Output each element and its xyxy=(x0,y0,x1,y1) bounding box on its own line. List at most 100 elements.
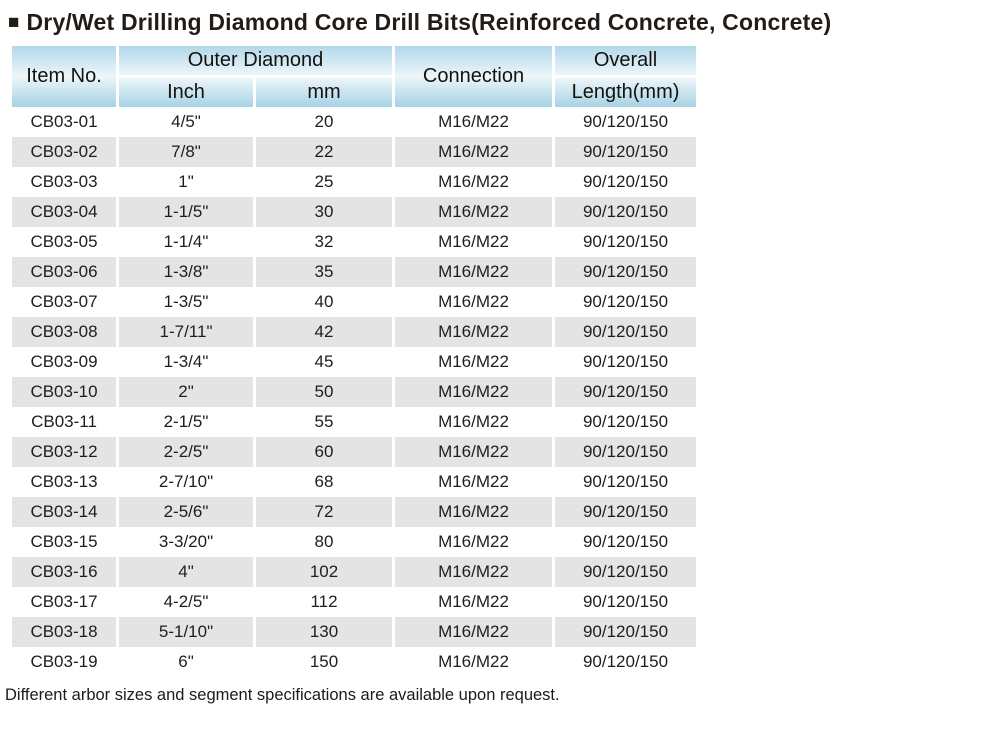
cell-item-no: CB03-04 xyxy=(12,197,119,227)
table-row: CB03-01 4/5" 20 M16/M22 90/120/150 xyxy=(12,107,696,137)
cell-overall-length: 90/120/150 xyxy=(555,617,696,647)
cell-inch: 3-3/20" xyxy=(119,527,256,557)
table-row: CB03-13 2-7/10" 68 M16/M22 90/120/150 xyxy=(12,467,696,497)
table-row: CB03-18 5-1/10" 130 M16/M22 90/120/150 xyxy=(12,617,696,647)
cell-inch: 2-7/10" xyxy=(119,467,256,497)
cell-mm: 72 xyxy=(256,497,395,527)
column-header-overall: Overall xyxy=(555,46,696,75)
footer-note: Different arbor sizes and segment specif… xyxy=(5,686,560,704)
cell-overall-length: 90/120/150 xyxy=(555,347,696,377)
cell-inch: 2-1/5" xyxy=(119,407,256,437)
cell-overall-length: 90/120/150 xyxy=(555,317,696,347)
cell-connection: M16/M22 xyxy=(395,527,555,557)
cell-inch: 1-1/5" xyxy=(119,197,256,227)
cell-connection: M16/M22 xyxy=(395,647,555,677)
column-header-inch: Inch xyxy=(119,75,256,107)
table-row: CB03-14 2-5/6" 72 M16/M22 90/120/150 xyxy=(12,497,696,527)
cell-overall-length: 90/120/150 xyxy=(555,587,696,617)
table-row: CB03-15 3-3/20" 80 M16/M22 90/120/150 xyxy=(12,527,696,557)
cell-item-no: CB03-17 xyxy=(12,587,119,617)
cell-mm: 55 xyxy=(256,407,395,437)
cell-connection: M16/M22 xyxy=(395,437,555,467)
cell-connection: M16/M22 xyxy=(395,347,555,377)
page-title: Dry/Wet Drilling Diamond Core Drill Bits… xyxy=(26,9,832,35)
cell-item-no: CB03-06 xyxy=(12,257,119,287)
cell-connection: M16/M22 xyxy=(395,587,555,617)
cell-mm: 20 xyxy=(256,107,395,137)
cell-mm: 102 xyxy=(256,557,395,587)
cell-item-no: CB03-08 xyxy=(12,317,119,347)
cell-connection: M16/M22 xyxy=(395,227,555,257)
cell-mm: 112 xyxy=(256,587,395,617)
cell-mm: 35 xyxy=(256,257,395,287)
cell-inch: 1-3/8" xyxy=(119,257,256,287)
cell-mm: 150 xyxy=(256,647,395,677)
cell-item-no: CB03-18 xyxy=(12,617,119,647)
cell-item-no: CB03-10 xyxy=(12,377,119,407)
cell-overall-length: 90/120/150 xyxy=(555,527,696,557)
table-row: CB03-08 1-7/11" 42 M16/M22 90/120/150 xyxy=(12,317,696,347)
cell-inch: 4/5" xyxy=(119,107,256,137)
cell-connection: M16/M22 xyxy=(395,167,555,197)
table-row: CB03-07 1-3/5" 40 M16/M22 90/120/150 xyxy=(12,287,696,317)
cell-inch: 5-1/10" xyxy=(119,617,256,647)
cell-overall-length: 90/120/150 xyxy=(555,257,696,287)
cell-mm: 50 xyxy=(256,377,395,407)
column-header-item-no: Item No. xyxy=(12,46,119,107)
spec-table-header: Item No. Outer Diamond Connection Overal… xyxy=(12,46,696,107)
spec-table: Item No. Outer Diamond Connection Overal… xyxy=(12,46,696,677)
cell-inch: 7/8" xyxy=(119,137,256,167)
spec-table-body: CB03-01 4/5" 20 M16/M22 90/120/150 CB03-… xyxy=(12,107,696,677)
table-row: CB03-02 7/8" 22 M16/M22 90/120/150 xyxy=(12,137,696,167)
cell-connection: M16/M22 xyxy=(395,317,555,347)
column-header-length-mm: Length(mm) xyxy=(555,75,696,107)
cell-overall-length: 90/120/150 xyxy=(555,287,696,317)
cell-mm: 45 xyxy=(256,347,395,377)
cell-item-no: CB03-13 xyxy=(12,467,119,497)
cell-inch: 4" xyxy=(119,557,256,587)
column-header-connection: Connection xyxy=(395,46,555,107)
column-header-outer-diamond: Outer Diamond xyxy=(119,46,395,75)
cell-item-no: CB03-01 xyxy=(12,107,119,137)
cell-overall-length: 90/120/150 xyxy=(555,647,696,677)
cell-overall-length: 90/120/150 xyxy=(555,227,696,257)
cell-overall-length: 90/120/150 xyxy=(555,197,696,227)
cell-mm: 60 xyxy=(256,437,395,467)
cell-overall-length: 90/120/150 xyxy=(555,497,696,527)
cell-inch: 2" xyxy=(119,377,256,407)
cell-connection: M16/M22 xyxy=(395,137,555,167)
cell-connection: M16/M22 xyxy=(395,257,555,287)
cell-inch: 1-7/11" xyxy=(119,317,256,347)
column-header-mm: mm xyxy=(256,75,395,107)
cell-connection: M16/M22 xyxy=(395,617,555,647)
cell-item-no: CB03-09 xyxy=(12,347,119,377)
cell-overall-length: 90/120/150 xyxy=(555,437,696,467)
cell-mm: 25 xyxy=(256,167,395,197)
cell-item-no: CB03-14 xyxy=(12,497,119,527)
table-row: CB03-03 1" 25 M16/M22 90/120/150 xyxy=(12,167,696,197)
cell-mm: 68 xyxy=(256,467,395,497)
cell-item-no: CB03-03 xyxy=(12,167,119,197)
cell-inch: 1-1/4" xyxy=(119,227,256,257)
cell-overall-length: 90/120/150 xyxy=(555,107,696,137)
cell-connection: M16/M22 xyxy=(395,467,555,497)
cell-mm: 32 xyxy=(256,227,395,257)
table-row: CB03-17 4-2/5" 112 M16/M22 90/120/150 xyxy=(12,587,696,617)
cell-inch: 1-3/5" xyxy=(119,287,256,317)
cell-connection: M16/M22 xyxy=(395,407,555,437)
cell-item-no: CB03-19 xyxy=(12,647,119,677)
cell-inch: 4-2/5" xyxy=(119,587,256,617)
table-row: CB03-16 4" 102 M16/M22 90/120/150 xyxy=(12,557,696,587)
cell-item-no: CB03-02 xyxy=(12,137,119,167)
cell-connection: M16/M22 xyxy=(395,107,555,137)
cell-item-no: CB03-07 xyxy=(12,287,119,317)
table-row: CB03-04 1-1/5" 30 M16/M22 90/120/150 xyxy=(12,197,696,227)
cell-overall-length: 90/120/150 xyxy=(555,167,696,197)
cell-overall-length: 90/120/150 xyxy=(555,377,696,407)
cell-connection: M16/M22 xyxy=(395,497,555,527)
cell-connection: M16/M22 xyxy=(395,557,555,587)
cell-mm: 42 xyxy=(256,317,395,347)
table-row: CB03-10 2" 50 M16/M22 90/120/150 xyxy=(12,377,696,407)
table-row: CB03-11 2-1/5" 55 M16/M22 90/120/150 xyxy=(12,407,696,437)
cell-mm: 30 xyxy=(256,197,395,227)
